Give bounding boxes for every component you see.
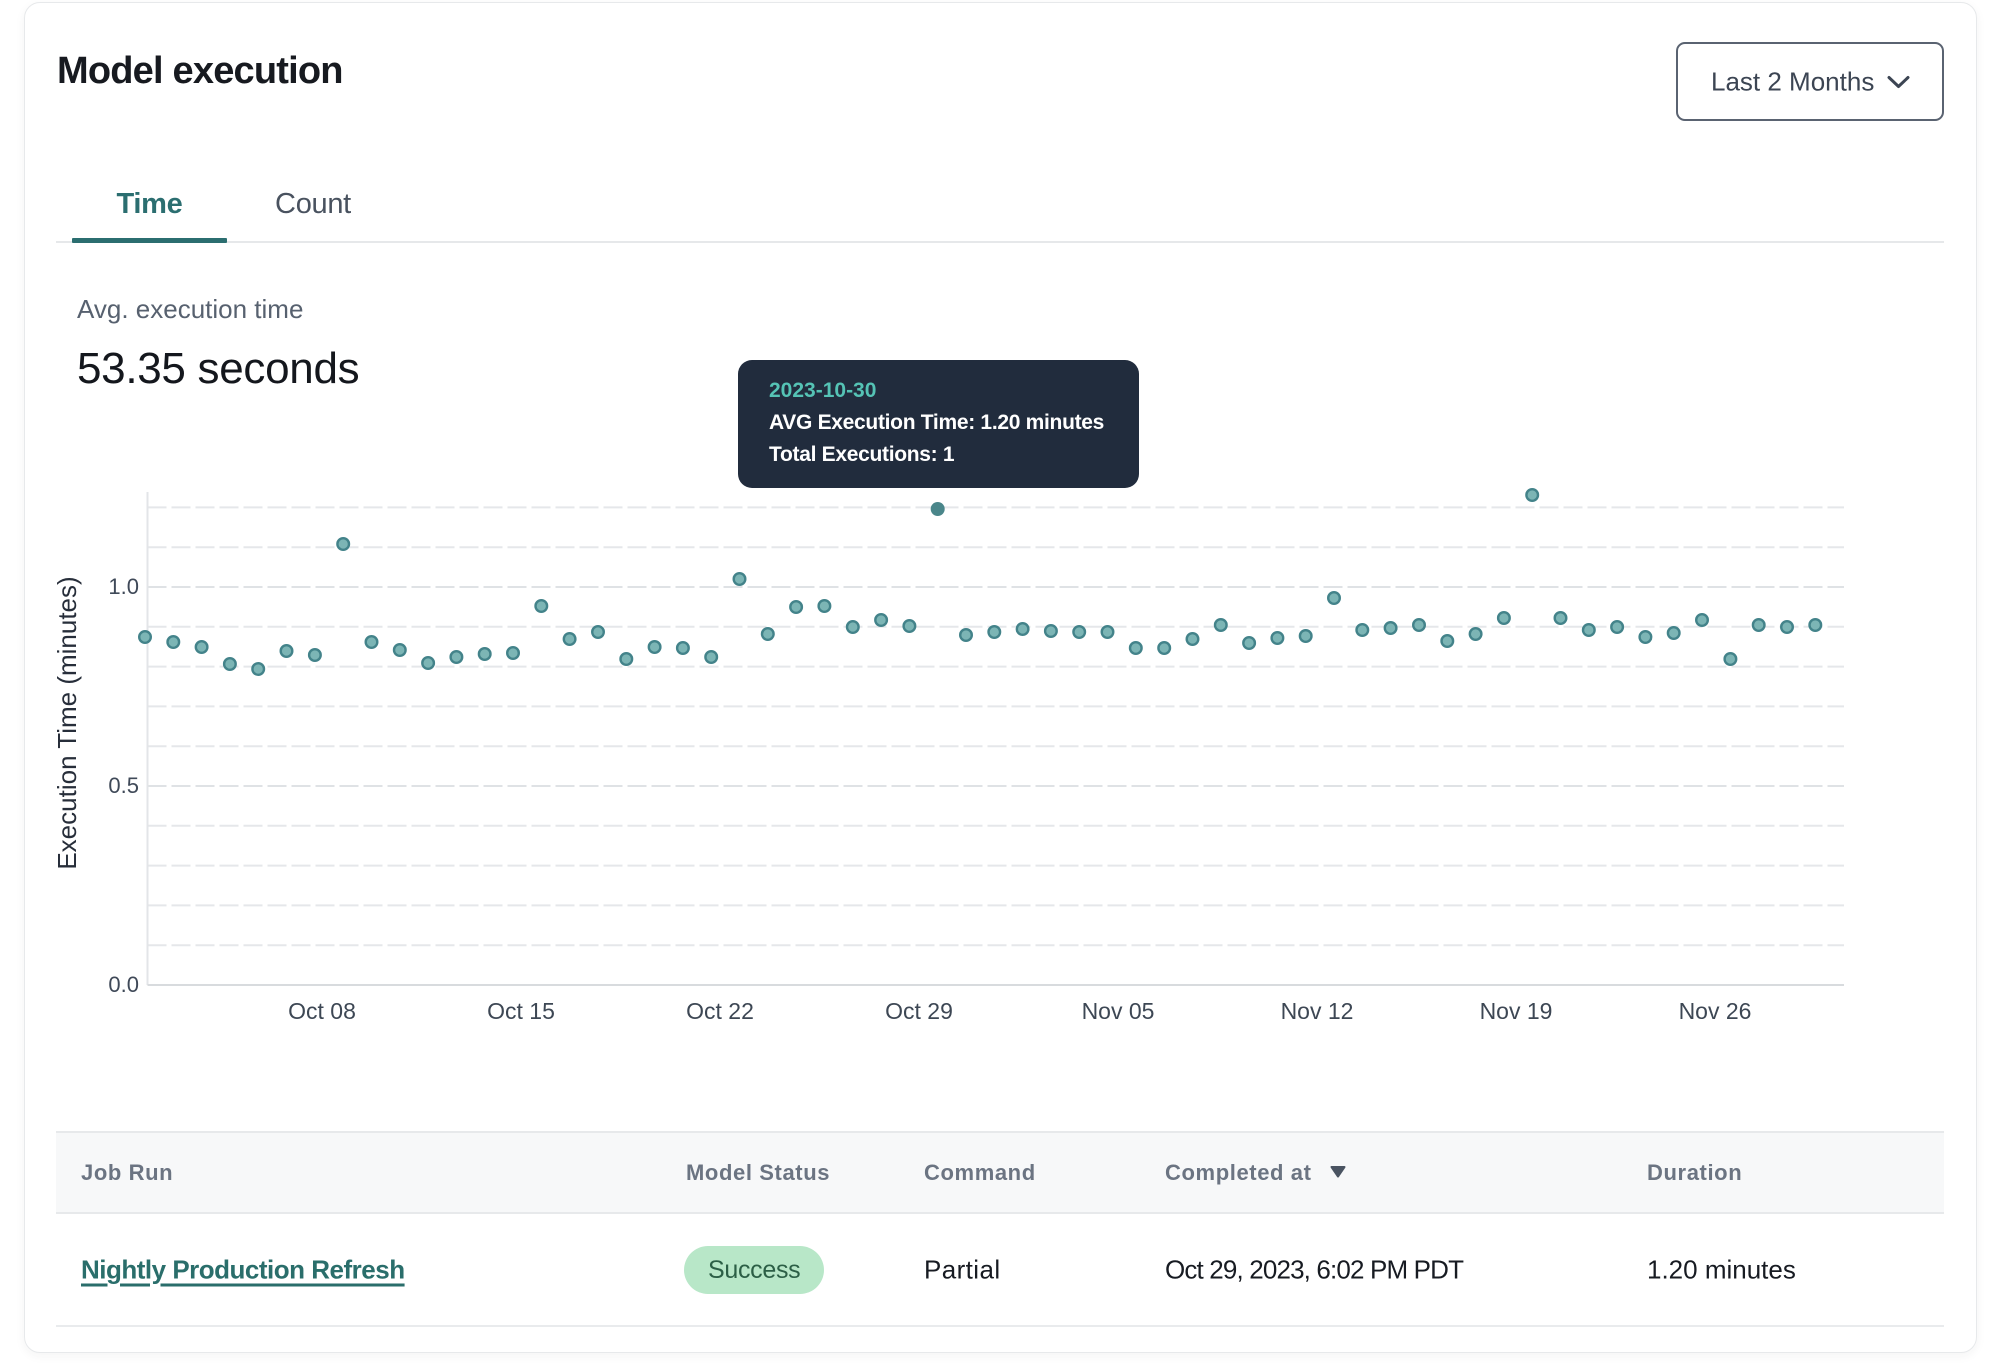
svg-text:Nov 12: Nov 12	[1281, 998, 1354, 1024]
svg-text:Execution Time (minutes): Execution Time (minutes)	[52, 576, 82, 869]
svg-text:0.0: 0.0	[108, 972, 139, 997]
svg-text:0.5: 0.5	[108, 773, 139, 798]
svg-text:Oct 15: Oct 15	[487, 998, 555, 1024]
svg-text:1.0: 1.0	[108, 574, 139, 599]
svg-text:Nov 05: Nov 05	[1082, 998, 1155, 1024]
svg-text:Nov 19: Nov 19	[1480, 998, 1553, 1024]
svg-text:Oct 29: Oct 29	[885, 998, 953, 1024]
svg-text:Oct 22: Oct 22	[686, 998, 754, 1024]
svg-text:Nov 26: Nov 26	[1679, 998, 1752, 1024]
svg-text:Oct 08: Oct 08	[288, 998, 356, 1024]
